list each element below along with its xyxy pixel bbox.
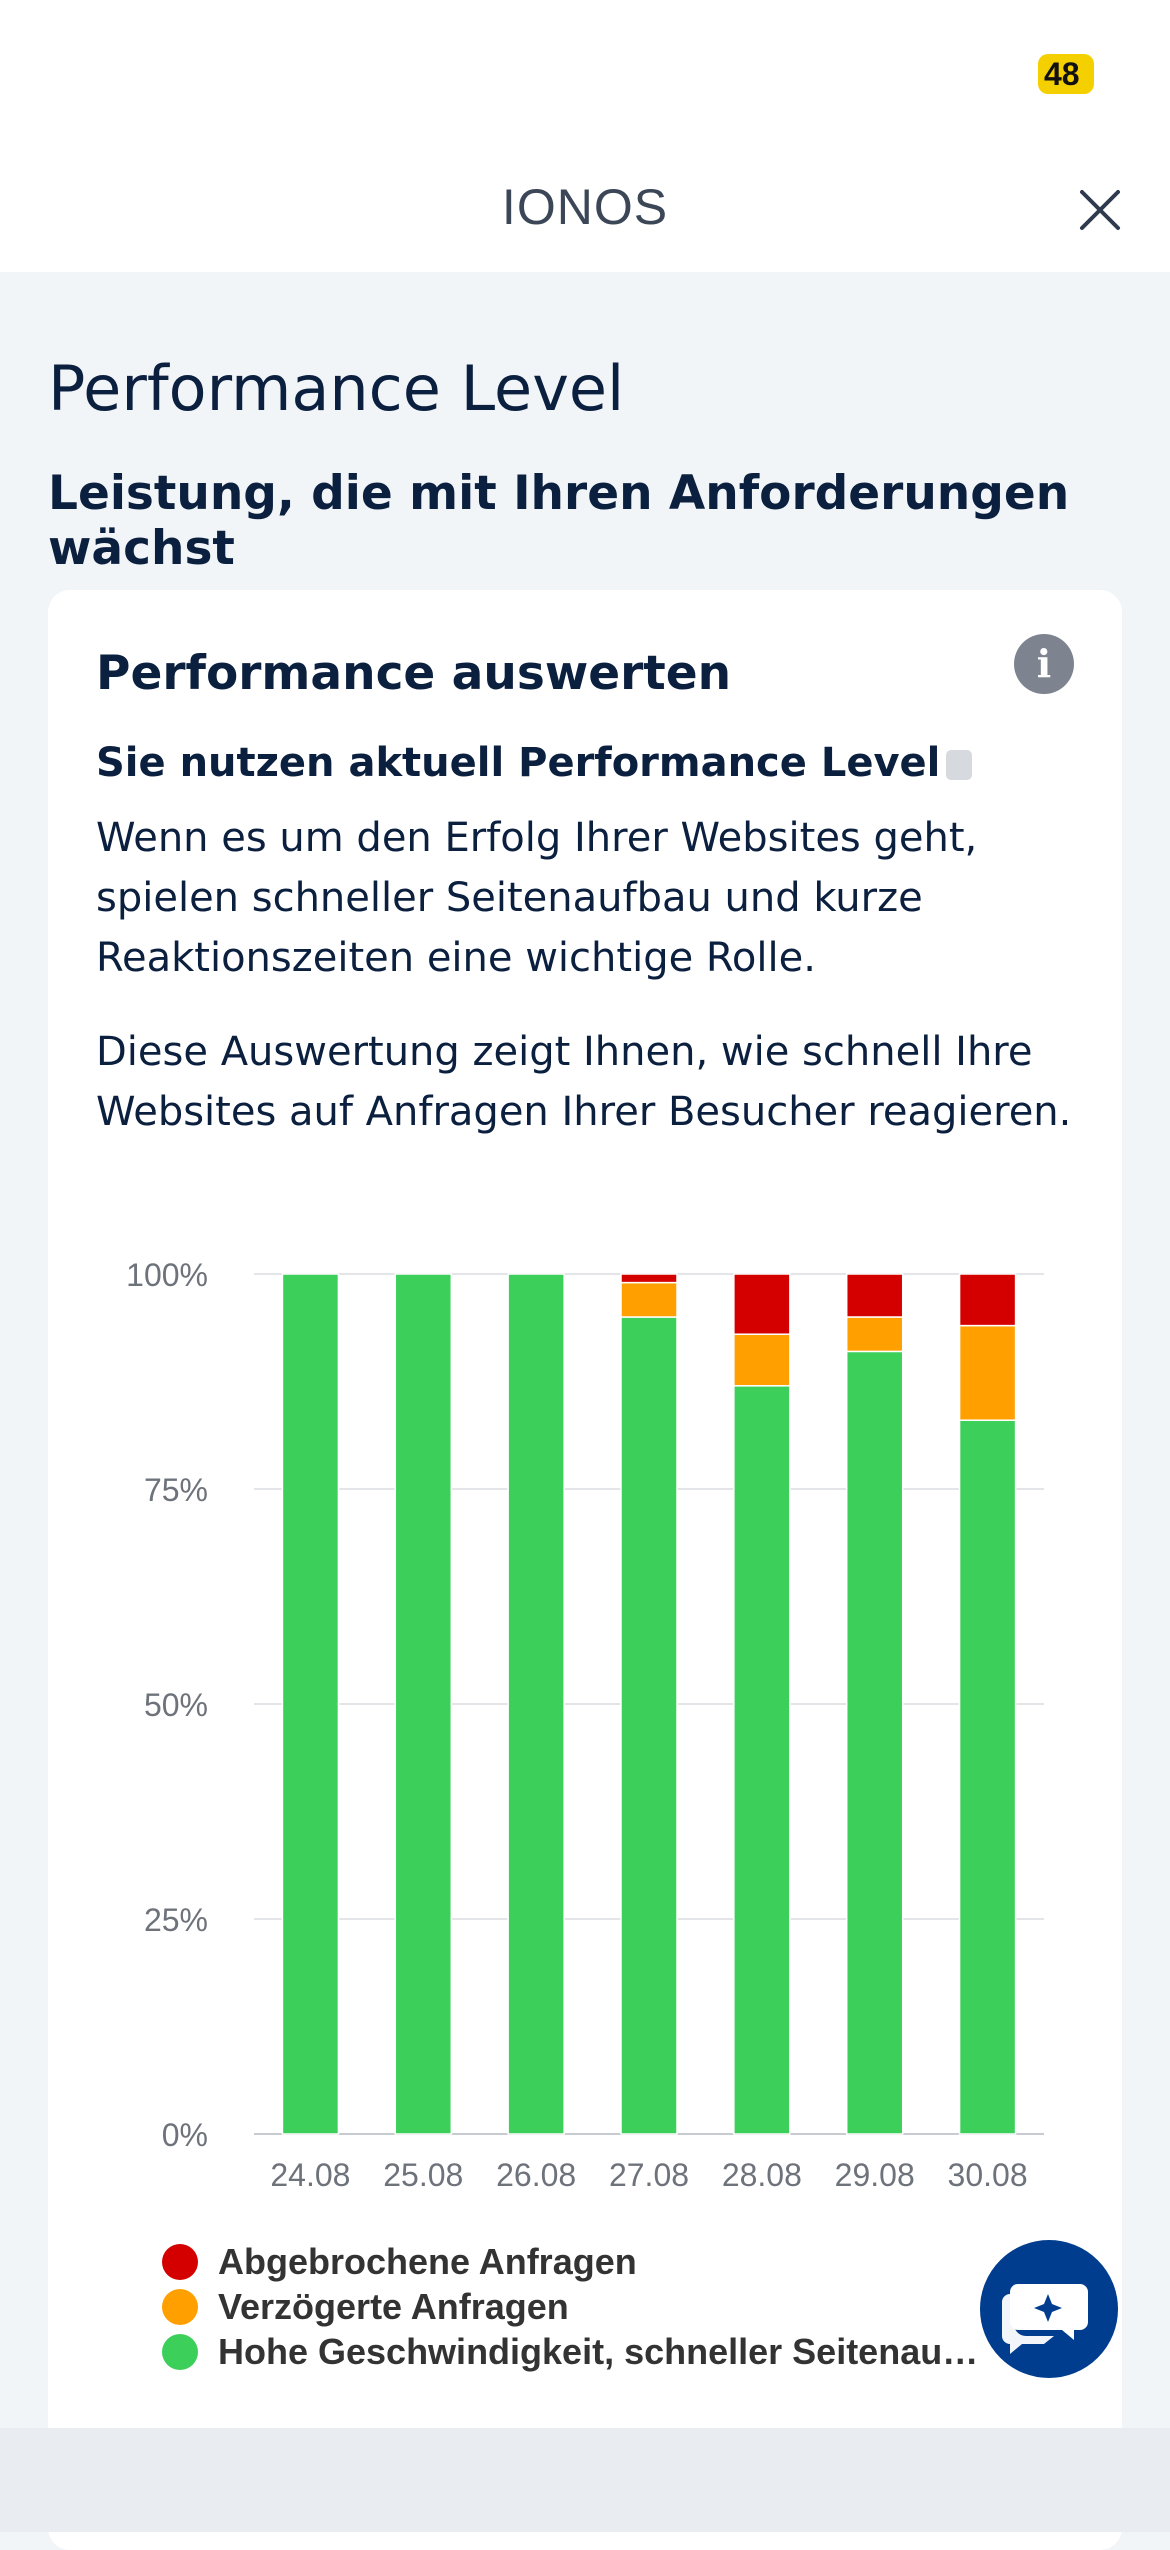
x-tick-label: 24.08 xyxy=(270,2157,350,2193)
current-level-label: Sie nutzen aktuell Performance Level xyxy=(96,740,941,786)
bar-segment xyxy=(281,1273,340,2135)
x-tick-label: 28.08 xyxy=(722,2157,802,2193)
y-tick-label: 25% xyxy=(144,1902,208,1938)
chat-sparkle-icon xyxy=(1002,2284,1088,2354)
y-tick-label: 50% xyxy=(144,1687,208,1723)
performance-card: Performance auswerten i Sie nutzen aktue… xyxy=(48,590,1122,2550)
bar-segment xyxy=(620,1281,678,1318)
close-button[interactable] xyxy=(1070,180,1130,240)
bar-segment xyxy=(845,1316,904,1353)
legend-label: Abgebrochene Anfragen xyxy=(218,2241,637,2282)
info-icon[interactable]: i xyxy=(1014,634,1074,694)
card-title: Performance auswerten xyxy=(96,646,732,701)
bar-segment xyxy=(845,1350,904,2135)
page-title: Performance Level xyxy=(48,352,625,425)
chart-legend: Abgebrochene Anfragen Verzögerte Anfragen… xyxy=(162,2240,992,2375)
legend-label: Hohe Geschwindigkeit, schneller Seitenau… xyxy=(218,2331,988,2372)
bar-segment xyxy=(507,1273,565,2135)
bar-segment xyxy=(958,1324,1017,1421)
bar-segment xyxy=(958,1273,1017,1327)
bar-segment xyxy=(733,1273,791,1335)
x-tick-label: 25.08 xyxy=(383,2157,463,2193)
bar-segment xyxy=(733,1333,791,1387)
legend-item: Verzögerte Anfragen xyxy=(162,2285,992,2330)
close-icon xyxy=(1080,190,1120,230)
x-tick-label: 27.08 xyxy=(609,2157,689,2193)
bar-segment xyxy=(394,1273,453,2135)
chat-button[interactable] xyxy=(976,2236,1122,2382)
legend-item: Abgebrochene Anfragen xyxy=(162,2240,992,2285)
bar-segment xyxy=(620,1273,678,1284)
legend-dot xyxy=(162,2289,198,2325)
current-level-text: Sie nutzen aktuell Performance Level xyxy=(96,740,973,786)
x-tick-label: 30.08 xyxy=(948,2157,1028,2193)
bottom-bar xyxy=(0,2428,1170,2532)
explanation-paragraph: Diese Auswertung zeigt Ihnen, wie schnel… xyxy=(96,1029,1072,1135)
x-tick-label: 29.08 xyxy=(835,2157,915,2193)
bar-segment xyxy=(845,1273,904,1318)
x-tick-label: 26.08 xyxy=(496,2157,576,2193)
intro-paragraph: Wenn es um den Erfolg Ihrer Websites geh… xyxy=(96,815,978,981)
y-tick-label: 0% xyxy=(162,2117,208,2153)
bar-segment xyxy=(958,1419,1017,2135)
legend-label: Verzögerte Anfragen xyxy=(218,2286,569,2327)
y-tick-label: 100% xyxy=(126,1257,208,1293)
performance-chart: 0% 25% 50% 75% 100% 24.08 25.08 26.08 27.08 28.08… xyxy=(126,1257,1044,2193)
app-header: IONOS xyxy=(0,150,1170,272)
app-title: IONOS xyxy=(501,179,669,235)
page-subtitle: Leistung, die mit Ihren Anforderungen wä… xyxy=(48,466,1070,576)
bar-segment xyxy=(733,1385,791,2135)
battery-indicator: 48 xyxy=(1038,54,1094,94)
legend-dot xyxy=(162,2334,198,2370)
level-badge xyxy=(946,750,973,780)
y-tick-label: 75% xyxy=(144,1472,208,1508)
bar-segment xyxy=(620,1316,678,2135)
legend-item: Hohe Geschwindigkeit, schneller Seitenau… xyxy=(162,2330,992,2375)
status-bar: 48 xyxy=(0,0,1170,150)
legend-dot xyxy=(162,2244,198,2280)
